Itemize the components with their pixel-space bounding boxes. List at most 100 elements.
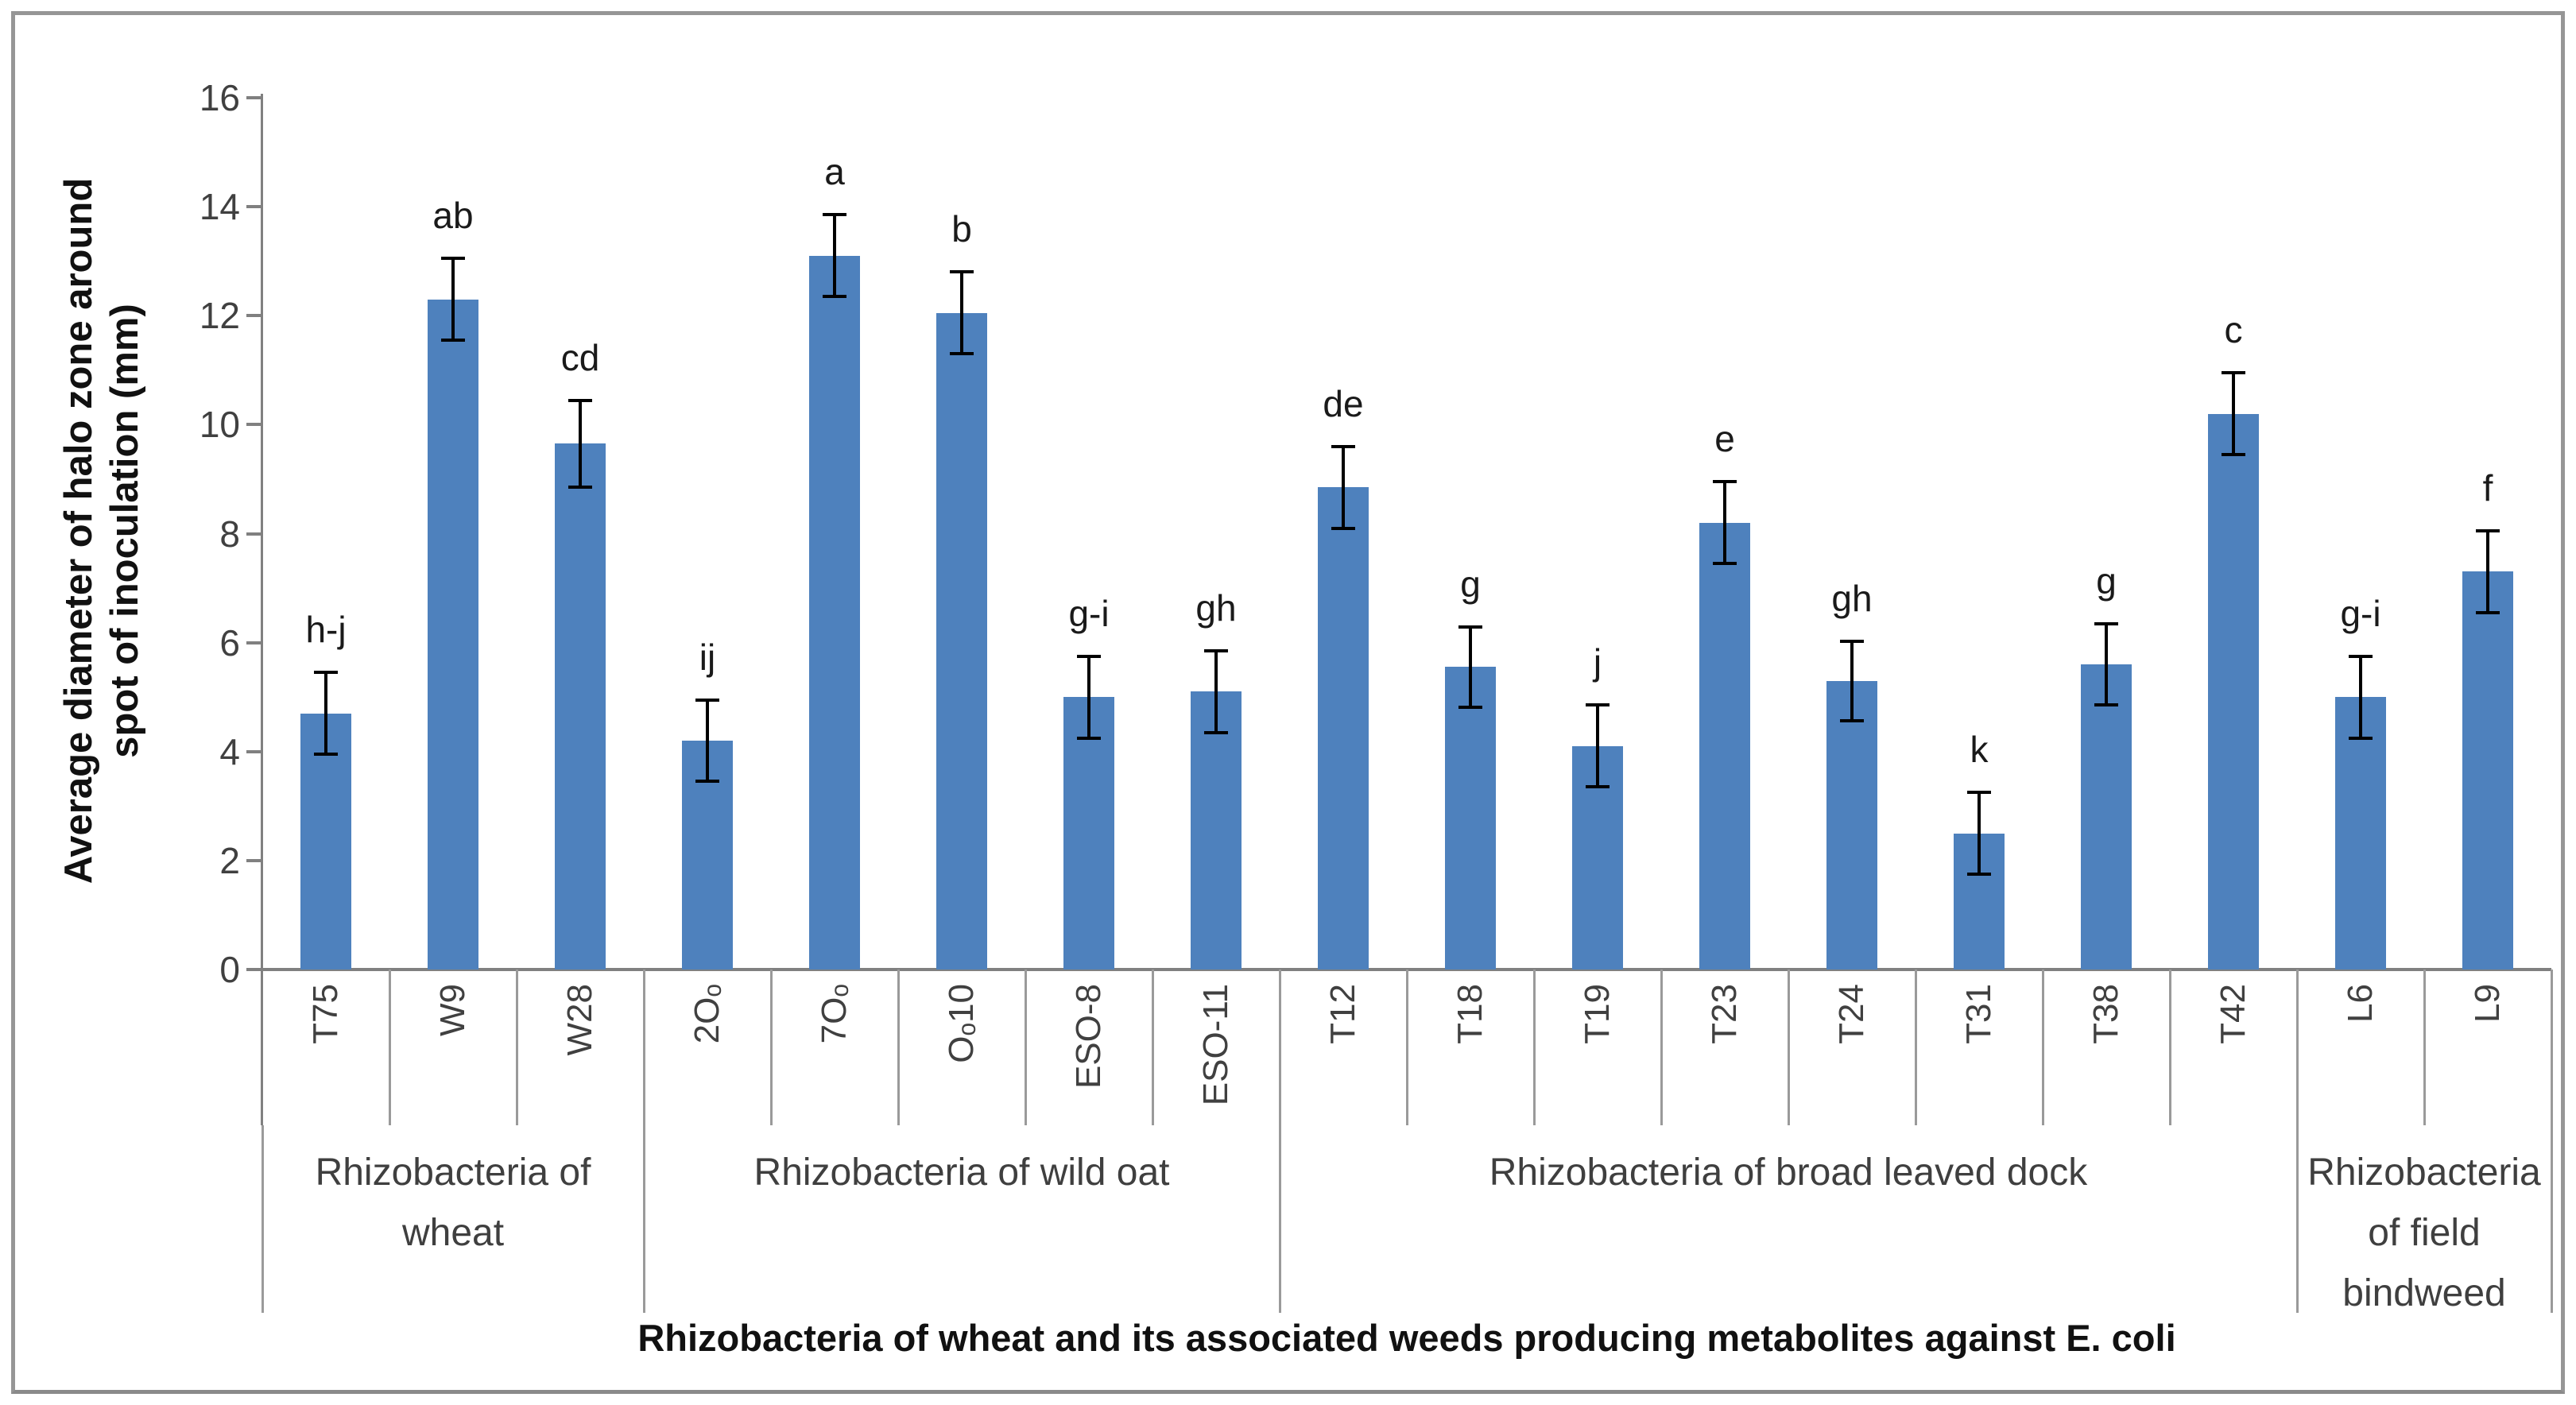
y-tick-label: 6 — [219, 621, 240, 664]
error-bar-cap-top — [1077, 654, 1101, 658]
category-label: ESO-8 — [1069, 984, 1108, 1090]
category-separator — [1660, 970, 1663, 1125]
y-axis-title-line2: spot of inoculation (mm) — [103, 304, 146, 758]
category-label: ESO-11 — [1196, 984, 1235, 1106]
significance-letter: gh — [1195, 586, 1237, 629]
category-label: W9 — [433, 984, 472, 1036]
error-bar-line — [1978, 792, 1981, 875]
y-tick-label: 16 — [199, 77, 240, 118]
error-bar-line — [2105, 623, 2108, 706]
y-tick-mark — [246, 532, 262, 536]
group-separator — [2551, 1125, 2553, 1313]
category-separator — [389, 970, 391, 1125]
bar — [2208, 413, 2259, 970]
category-label: L9 — [2468, 984, 2507, 1023]
error-bar-line — [1214, 650, 1218, 733]
significance-letter: ab — [432, 195, 474, 237]
group-separator — [261, 1125, 264, 1313]
error-bar-cap-bottom — [441, 339, 465, 343]
error-bar-line — [833, 215, 836, 297]
error-bar-line — [1723, 482, 1726, 564]
error-bar-cap-top — [2094, 621, 2118, 625]
y-axis-title-line1: Average diameter of halo zone around — [57, 177, 100, 884]
group-label: Rhizobacteria of wheat — [315, 1151, 591, 1254]
y-tick-mark — [246, 205, 262, 209]
bar — [2081, 664, 2132, 970]
category-separator — [897, 970, 900, 1125]
error-bar-cap-top — [1204, 648, 1228, 652]
group-label: Rhizobacteria of field bindweed — [2307, 1151, 2541, 1314]
error-bar-cap-top — [2222, 371, 2245, 375]
error-bar-cap-top — [2476, 529, 2500, 533]
bar — [1699, 522, 1750, 970]
category-separator — [2551, 970, 2553, 1125]
significance-letter: g — [2096, 559, 2117, 602]
y-tick-mark — [246, 968, 262, 971]
y-tick-mark — [246, 314, 262, 318]
category-separator — [2423, 970, 2426, 1125]
x-axis-line — [246, 968, 2551, 971]
group-separator — [643, 1125, 645, 1313]
error-bar-cap-bottom — [1967, 873, 1991, 877]
error-bar-line — [1087, 656, 1090, 738]
significance-letter: gh — [1831, 577, 1873, 619]
category-label: T19 — [1578, 984, 1617, 1044]
x-axis-title: Rhizobacteria of wheat and its associate… — [637, 1317, 2176, 1359]
error-bar-cap-bottom — [568, 486, 592, 490]
y-axis-title: Average diameter of halo zone around spo… — [56, 0, 148, 1087]
category-label: T12 — [1323, 984, 1362, 1044]
chart-frame — [11, 11, 2565, 1394]
group-separator — [1279, 1125, 1281, 1313]
category-label: L6 — [2341, 984, 2380, 1023]
category-separator — [1788, 970, 1790, 1125]
bar — [555, 443, 606, 970]
category-label: 7Oₒ — [815, 984, 854, 1044]
error-bar-cap-top — [950, 270, 974, 274]
category-separator — [1533, 970, 1536, 1125]
category-separator — [1025, 970, 1027, 1125]
category-label: W28 — [560, 984, 599, 1056]
significance-letter: j — [1593, 641, 1602, 683]
bar — [300, 713, 351, 970]
category-label: T75 — [306, 984, 345, 1044]
error-bar-line — [2486, 531, 2489, 613]
error-bar-line — [451, 258, 455, 341]
category-separator — [643, 970, 645, 1125]
group-separator — [2296, 1125, 2299, 1313]
bar — [2462, 571, 2513, 970]
error-bar-cap-top — [1586, 703, 1610, 707]
error-bar-line — [2232, 373, 2235, 455]
category-label: T24 — [1832, 984, 1871, 1044]
error-bar-cap-bottom — [1077, 736, 1101, 740]
group-label: Rhizobacteria of broad leaved dock — [1489, 1151, 2088, 1194]
category-separator — [770, 970, 773, 1125]
error-bar-line — [579, 400, 582, 488]
significance-letter: b — [951, 208, 972, 250]
error-bar-line — [1850, 641, 1854, 721]
error-bar-cap-bottom — [950, 352, 974, 356]
category-separator — [2042, 970, 2044, 1125]
y-tick-label: 14 — [199, 186, 240, 228]
significance-letter: k — [1970, 729, 1989, 771]
significance-letter: g-i — [1068, 592, 1110, 634]
category-label: Oₒ10 — [942, 984, 981, 1063]
category-label: T42 — [2214, 984, 2253, 1044]
y-tick-mark — [246, 96, 262, 99]
error-bar-cap-top — [823, 213, 846, 217]
category-separator — [1279, 970, 1281, 1125]
error-bar-line — [1342, 446, 1345, 528]
significance-letter: e — [1714, 418, 1735, 460]
error-bar-cap-bottom — [1840, 718, 1864, 722]
significance-letter: h-j — [305, 609, 347, 651]
error-bar-cap-bottom — [1713, 562, 1737, 566]
bar — [1445, 667, 1496, 970]
error-bar-cap-top — [314, 671, 338, 675]
error-bar-cap-top — [1331, 444, 1355, 448]
significance-letter: cd — [560, 336, 600, 378]
error-bar-line — [324, 672, 327, 755]
significance-letter: c — [2224, 309, 2243, 351]
category-separator — [516, 970, 518, 1125]
bar — [428, 299, 478, 970]
bar — [1826, 680, 1877, 970]
error-bar-cap-top — [1967, 791, 1991, 795]
